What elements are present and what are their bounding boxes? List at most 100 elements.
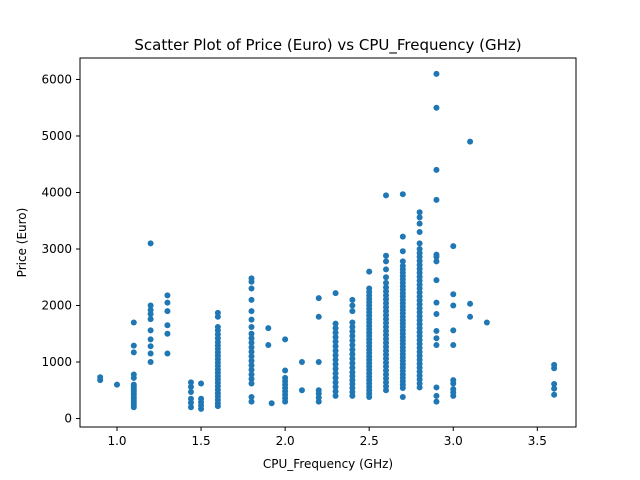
y-tick-label: 3000 [41,242,72,256]
scatter-point [315,387,322,394]
scatter-point [366,285,373,292]
scatter-point [265,342,272,349]
scatter-point [130,349,137,356]
scatter-point [164,308,171,315]
scatter-point [147,302,154,309]
scatter-point [147,327,154,334]
scatter-point [130,371,137,378]
scatter-point [248,366,255,373]
scatter-point [248,308,255,315]
scatter-point [332,325,339,332]
scatter-point [164,299,171,306]
scatter-point [315,295,322,302]
x-tick-label: 1.5 [192,434,211,448]
scatter-point [164,292,171,299]
scatter-point [349,302,356,309]
scatter-point [433,398,440,405]
x-tick-label: 3.5 [528,434,547,448]
scatter-point [248,371,255,378]
scatter-point [450,327,457,334]
scatter-point [551,391,558,398]
scatter-point [113,381,120,388]
scatter-point [130,319,137,326]
scatter-point [467,300,474,307]
scatter-point [214,323,221,330]
x-tick-label: 2.0 [276,434,295,448]
y-tick-label: 6000 [41,72,72,86]
scatter-point [332,370,339,377]
scatter-point [248,362,255,369]
scatter-point [315,359,322,366]
scatter-point [187,383,194,390]
x-tick-label: 1.0 [107,434,126,448]
scatter-point [268,400,275,407]
scatter-point [248,330,255,337]
scatter-point [433,258,440,265]
x-tick-label: 2.5 [360,434,379,448]
scatter-point [349,351,356,358]
axis-ticks: 1.0 1.5 2.0 2.5 3.0 3.5 0 1000 2000 3000 4000 5000 6… [41,72,546,448]
scatter-point [97,374,104,381]
scatter-point [282,336,289,343]
y-tick-label: 5000 [41,129,72,143]
scatter-point [349,333,356,340]
scatter-point [349,369,356,376]
scatter-point [187,404,194,411]
scatter-point [399,394,406,401]
scatter-point [349,319,356,326]
scatter-point [130,342,137,349]
scatter-point [164,350,171,357]
scatter-point [349,296,356,303]
scatter-point [248,353,255,360]
scatter-point [248,375,255,382]
scatter-point [349,342,356,349]
scatter-point [433,70,440,77]
scatter-point [147,350,154,357]
scatter-point [349,364,356,371]
scatter-point [467,313,474,320]
scatter-point [450,291,457,298]
scatter-point [450,302,457,309]
scatter-point [332,356,339,363]
scatter-point [164,322,171,329]
scatter-point [332,361,339,368]
scatter-point [298,359,305,366]
scatter-point [433,277,440,284]
scatter-point [282,367,289,374]
scatter-point [383,279,390,286]
scatter-point [332,338,339,345]
scatter-point [332,383,339,390]
scatter-point [147,240,154,247]
scatter-point [416,209,423,216]
scatter-point [248,323,255,330]
scatter-point [433,342,440,349]
scatter-point [147,336,154,343]
scatter-point [399,258,406,265]
scatter-point [433,299,440,306]
scatter-point [248,380,255,387]
scatter-point [383,192,390,199]
plot-frame [79,57,577,428]
y-tick-label: 0 [64,412,72,426]
scatter-point [147,316,154,323]
scatter-point [147,343,154,350]
scatter-point [332,334,339,341]
scatter-point [248,275,255,282]
scatter-point [332,392,339,399]
scatter-point [551,361,558,368]
scatter-point [399,191,406,198]
chart-title: Scatter Plot of Price (Euro) vs CPU_Freq… [134,36,521,55]
scatter-point [349,337,356,344]
scatter-point [467,138,474,145]
scatter-point [248,348,255,355]
scatter-point [416,214,423,221]
scatter-point [433,392,440,399]
scatter-point [450,377,457,384]
scatter-point [332,347,339,354]
scatter-point [399,262,406,269]
scatter-point [383,252,390,259]
scatter-point [416,220,423,227]
scatter-point [433,104,440,111]
scatter-point [433,384,440,391]
scatter-point [332,320,339,327]
